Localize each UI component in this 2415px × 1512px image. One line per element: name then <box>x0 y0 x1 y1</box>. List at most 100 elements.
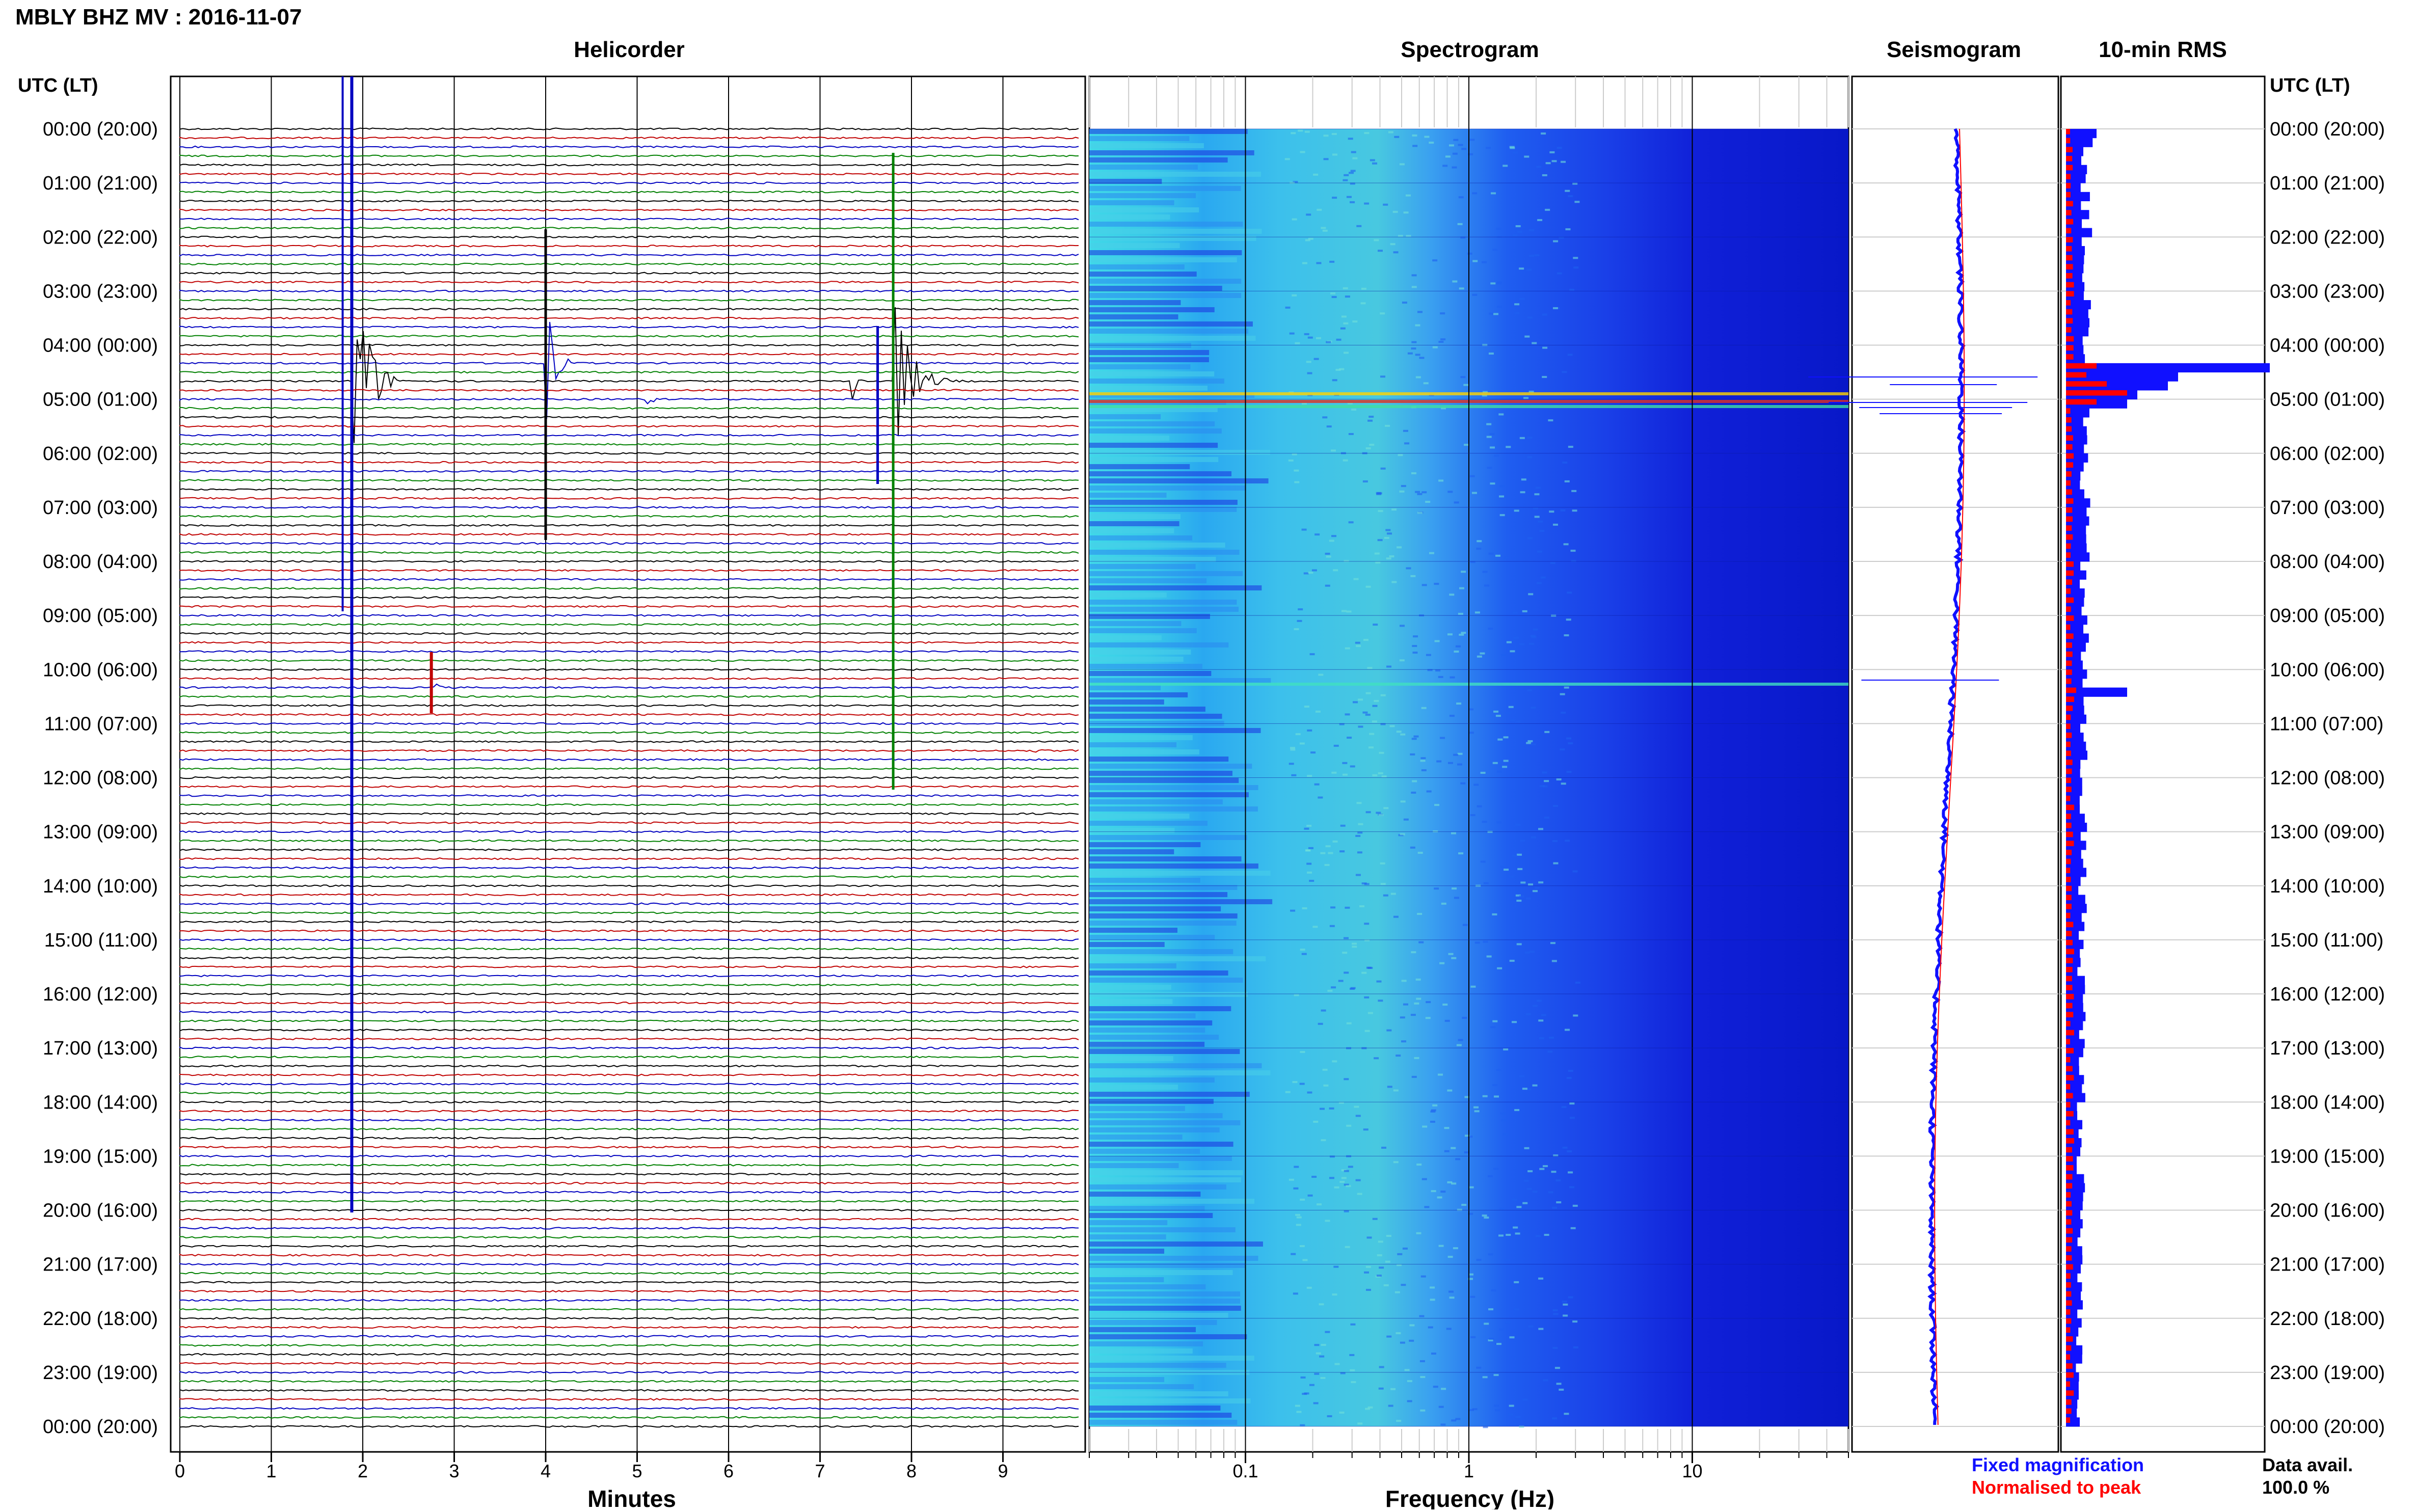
spectrogram-speckle <box>1468 1409 1474 1411</box>
spectrogram-speckle <box>1372 1218 1378 1220</box>
rms-normalised-bar <box>2066 1030 2074 1036</box>
spectrogram-speckle <box>1411 286 1417 288</box>
spectrogram-speckle <box>1397 1253 1403 1255</box>
spectrogram-row <box>1089 657 1184 662</box>
rms-normalised-bar <box>2066 985 2073 990</box>
helicorder-trace <box>179 353 1079 356</box>
rms-bar <box>2066 687 2127 697</box>
spectrogram-speckle <box>1374 1057 1379 1060</box>
spectrogram-speckle <box>1356 802 1362 804</box>
helicorder-trace <box>179 623 1079 626</box>
helicorder-trace <box>179 965 1079 968</box>
spectrogram-speckle <box>1394 136 1400 138</box>
spectrogram-speckle <box>1552 1309 1558 1312</box>
spectrogram-speckle <box>1482 1376 1488 1379</box>
time-label-right: 08:00 (04:00) <box>2270 551 2385 573</box>
spectrogram-speckle <box>1517 231 1522 233</box>
spectrogram-speckle <box>1343 179 1348 181</box>
spectrogram-speckle <box>1527 436 1533 439</box>
spectrogram-speckle <box>1495 715 1501 717</box>
spectrogram-speckle <box>1390 1388 1396 1390</box>
spectrogram-speckle <box>1364 1030 1370 1032</box>
rms-normalised-bar <box>2066 561 2074 567</box>
spectrogram-speckle <box>1515 1416 1521 1418</box>
helicorder-trace <box>179 1010 1079 1014</box>
spectrogram-row <box>1089 286 1222 291</box>
spectrogram-speckle <box>1374 552 1380 555</box>
rms-normalised-bar <box>2066 1156 2073 1162</box>
spectrogram-speckle <box>1437 1073 1443 1076</box>
spectrogram-speckle <box>1389 725 1395 727</box>
helicorder-trace <box>179 164 1079 167</box>
spectrogram-speckle <box>1361 287 1366 290</box>
helicorder-trace <box>179 208 1079 211</box>
spectrogram-speckle <box>1438 1245 1444 1247</box>
spectrogram-speckle <box>1341 315 1347 318</box>
spectrogram-speckle <box>1486 423 1492 425</box>
spectrogram-speckle <box>1551 960 1557 962</box>
time-label-left: 09:00 (05:00) <box>43 605 158 627</box>
spectrogram-speckle <box>1325 1220 1330 1222</box>
spectrogram-speckle <box>1561 1106 1567 1109</box>
spectrogram-speckle <box>1568 742 1573 745</box>
spectrogram-speckle <box>1347 737 1352 739</box>
helicorder-trace <box>179 397 1079 404</box>
spectrogram-speckle <box>1470 985 1476 988</box>
rms-normalised-bar <box>2066 949 2074 955</box>
spectrogram-speckle <box>1430 1110 1436 1113</box>
spectrogram-speckle <box>1572 870 1578 873</box>
spectrogram-speckle <box>1411 738 1417 740</box>
spectrogram-speckle <box>1517 868 1523 870</box>
spectrogram-row <box>1089 1391 1228 1396</box>
spectrogram-speckle <box>1541 132 1546 135</box>
spectrogram-speckle <box>1387 1086 1392 1088</box>
spectrogram-row <box>1089 778 1239 783</box>
time-label-right: 06:00 (02:00) <box>2270 443 2385 465</box>
rms-normalised-bar <box>2066 804 2074 811</box>
frequency-tick-label: 0.1 <box>1232 1461 1258 1481</box>
spectrogram-speckle <box>1403 1003 1408 1006</box>
spectrogram-speckle <box>1522 1088 1527 1090</box>
spectrogram-row <box>1089 642 1229 647</box>
spectrogram-row <box>1089 186 1241 191</box>
spectrogram-speckle <box>1565 190 1570 192</box>
spectrogram-speckle <box>1505 1259 1510 1261</box>
helicorder-trace <box>179 1019 1079 1022</box>
spectrogram-row <box>1089 521 1179 526</box>
time-label-right: 22:00 (18:00) <box>2270 1308 2385 1330</box>
spectrogram-speckle <box>1533 1005 1538 1007</box>
rms-normalised-bar <box>2066 994 2074 1000</box>
spectrogram-speckle <box>1420 757 1426 760</box>
spectrogram-speckle <box>1493 313 1498 315</box>
rms-normalised-bar <box>2066 417 2072 423</box>
spectrogram-row <box>1089 749 1199 754</box>
spectrogram-speckle <box>1440 1191 1446 1193</box>
spectrogram-speckle <box>1303 572 1309 575</box>
right-axis-header: UTC (LT) <box>2270 75 2350 96</box>
spectrogram-speckle <box>1365 447 1371 450</box>
rms-normalised-bar <box>2066 210 2072 215</box>
spectrogram-speckle <box>1312 926 1318 928</box>
rms-normalised-bar <box>2066 615 2074 621</box>
spectrogram-row <box>1089 485 1246 491</box>
helicorder-trace <box>179 884 1079 887</box>
spectrogram-speckle <box>1426 790 1432 793</box>
rms-bar <box>2066 228 2092 237</box>
spectrogram-speckle <box>1344 560 1349 562</box>
spectrogram-speckle <box>1405 194 1411 197</box>
spectrogram-speckle <box>1542 785 1548 788</box>
rms-normalised-bar <box>2066 931 2072 936</box>
spectrogram-speckle <box>1389 555 1394 558</box>
spectrogram-speckle <box>1468 153 1473 155</box>
rms-normalised-bar <box>2066 201 2073 207</box>
spectrogram-speckle <box>1380 723 1386 725</box>
spectrogram-speckle <box>1396 1332 1401 1334</box>
spectrogram-speckle <box>1310 751 1316 754</box>
spectrogram-speckle <box>1429 142 1434 144</box>
spectrogram-speckle <box>1527 689 1533 692</box>
spectrogram-speckle <box>1490 446 1495 449</box>
spectrogram-speckle <box>1528 1325 1534 1328</box>
helicorder-trace <box>179 1407 1079 1410</box>
rms-normalised-bar <box>2066 138 2071 144</box>
